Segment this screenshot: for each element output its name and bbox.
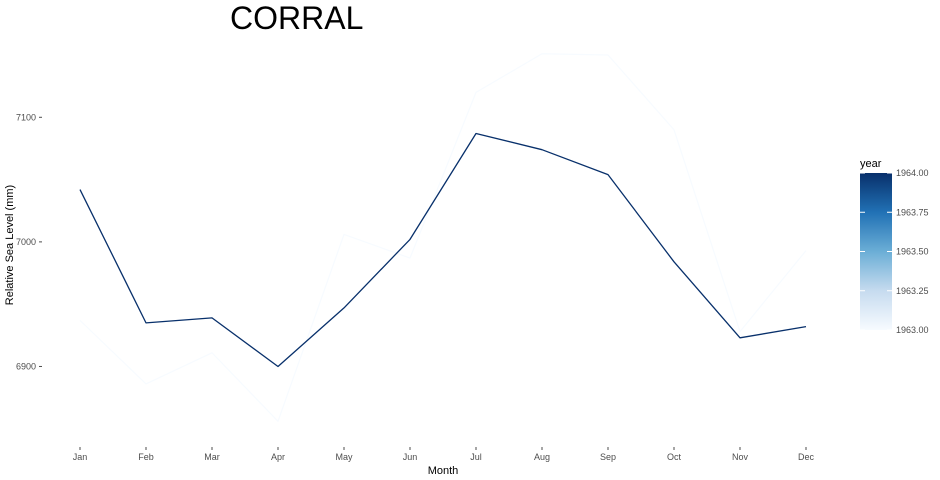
x-tick-label-nov: Nov bbox=[732, 452, 749, 462]
legend-colorbar bbox=[860, 173, 892, 330]
x-tick-label-may: May bbox=[335, 452, 353, 462]
x-tick-label-feb: Feb bbox=[138, 452, 154, 462]
x-tick-label-mar: Mar bbox=[204, 452, 220, 462]
legend-title: year bbox=[860, 158, 882, 170]
y-axis-title: Relative Sea Level (mm) bbox=[4, 185, 16, 305]
x-tick-label-dec: Dec bbox=[798, 452, 815, 462]
series-line-1963 bbox=[79, 53, 807, 422]
legend-label-2: 1963.50 bbox=[896, 247, 929, 257]
chart-title: CORRAL bbox=[230, 0, 364, 36]
x-tick-label-oct: Oct bbox=[667, 452, 682, 462]
y-tick-label-1: 7000 bbox=[16, 237, 36, 247]
x-axis: Jan Feb Mar Apr May Jun Jul Aug Sep Oct Nov Dec bbox=[73, 447, 815, 462]
y-tick-label-2: 7100 bbox=[16, 112, 36, 122]
x-axis-title: Month bbox=[428, 465, 459, 477]
legend-label-0: 1964.00 bbox=[896, 168, 929, 178]
x-tick-label-sep: Sep bbox=[600, 452, 616, 462]
series-layer bbox=[79, 53, 807, 422]
x-tick-label-jun: Jun bbox=[403, 452, 418, 462]
x-tick-label-aug: Aug bbox=[534, 452, 550, 462]
legend-label-3: 1963.25 bbox=[896, 286, 929, 296]
x-tick-label-apr: Apr bbox=[271, 452, 285, 462]
series-line-1964 bbox=[79, 132, 807, 368]
x-tick-label-jul: Jul bbox=[470, 452, 482, 462]
legend: year 1964.00 1963.75 1963.50 1963.25 1963.00 bbox=[860, 158, 929, 335]
x-tick-label-jan: Jan bbox=[73, 452, 88, 462]
y-axis: 6900 7000 7100 bbox=[16, 112, 42, 371]
y-tick-label-0: 6900 bbox=[16, 361, 36, 371]
legend-label-4: 1963.00 bbox=[896, 325, 929, 335]
legend-label-1: 1963.75 bbox=[896, 207, 929, 217]
